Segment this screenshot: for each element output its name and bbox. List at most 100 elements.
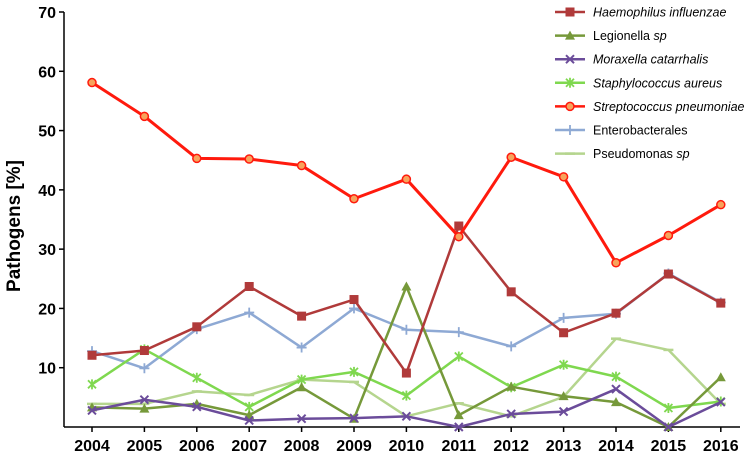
data-point — [558, 406, 569, 417]
data-point — [401, 411, 412, 422]
x-tick-label: 2010 — [389, 438, 425, 455]
data-point — [349, 194, 359, 204]
chart-legend: Haemophilus influenzae Legionella sp Morax… — [555, 6, 745, 161]
data-point — [506, 381, 517, 391]
legend-swatch-marker — [565, 54, 575, 64]
data-point — [296, 160, 307, 171]
x-tick-label: 2013 — [546, 438, 582, 455]
data-point — [139, 346, 149, 356]
legend-entry: Enterobacterales — [555, 124, 688, 138]
x-tick-label: 2008 — [284, 438, 320, 455]
legend-label: Enterobacterales — [593, 124, 688, 138]
series-layer — [87, 77, 726, 432]
data-point — [349, 413, 359, 423]
data-point — [192, 372, 202, 383]
y-tick-label: 10 — [38, 361, 56, 378]
series-haemophilus-influenzae — [87, 221, 726, 378]
legend-label: Streptococcus pneumoniae — [593, 100, 745, 114]
legend-swatch-marker — [565, 7, 575, 17]
x-tick-label: 2007 — [231, 438, 267, 455]
data-point — [296, 382, 307, 392]
legend-label: Legionella sp — [593, 29, 667, 43]
x-tick-label: 2009 — [336, 438, 372, 455]
y-tick-label: 40 — [38, 183, 56, 200]
x-tick-label: 2012 — [493, 438, 529, 455]
y-tick-label: 50 — [38, 124, 56, 141]
data-point — [716, 298, 726, 308]
data-point — [558, 312, 569, 323]
legend-label: Moraxella catarrhalis — [593, 53, 708, 67]
x-tick-label: 2016 — [703, 438, 739, 455]
series-moraxella-catarrhalis — [87, 384, 726, 432]
data-point — [663, 422, 674, 432]
legend-entry: Streptococcus pneumoniae — [555, 100, 745, 114]
data-point — [139, 403, 150, 413]
x-tick-label: 2004 — [74, 438, 110, 455]
data-point — [349, 295, 359, 305]
y-axis-title: Pathogens [%] — [4, 160, 25, 292]
legend-entry: Legionella sp — [555, 29, 667, 43]
data-point — [454, 422, 464, 432]
data-point — [506, 287, 516, 297]
series-line — [91, 224, 722, 375]
data-point — [506, 152, 516, 162]
data-point — [87, 77, 97, 88]
data-point — [558, 172, 569, 182]
data-point — [297, 311, 307, 321]
x-tick-label: 2005 — [127, 438, 163, 455]
legend-label: Haemophilus influenzae — [593, 6, 726, 20]
data-point — [401, 281, 412, 291]
data-point — [716, 199, 726, 210]
data-point — [244, 307, 255, 318]
data-point — [244, 415, 254, 426]
data-point — [663, 403, 674, 414]
data-point — [611, 384, 621, 394]
legend-entry: Pseudomonas sp — [555, 147, 690, 161]
data-point — [611, 308, 621, 318]
data-point — [558, 359, 569, 370]
x-tick-label: 2015 — [651, 438, 687, 455]
data-point — [611, 371, 621, 382]
x-tick-label: 2014 — [598, 438, 634, 455]
series-streptococcus-pneumoniae — [87, 77, 726, 268]
y-tick-label: 20 — [38, 301, 56, 318]
data-point — [663, 230, 674, 241]
data-point — [715, 372, 726, 382]
data-point — [349, 366, 359, 377]
data-point — [401, 324, 412, 335]
data-point — [558, 391, 569, 401]
data-point — [349, 303, 359, 314]
data-point — [139, 111, 150, 122]
y-tick-label: 70 — [38, 5, 56, 22]
data-point — [716, 397, 726, 407]
legend-label: Pseudomonas sp — [593, 147, 690, 161]
data-point — [401, 174, 412, 184]
data-point — [559, 328, 569, 338]
data-point — [663, 269, 673, 279]
data-point — [611, 258, 621, 268]
data-point — [87, 405, 97, 416]
legend-entry: Haemophilus influenzae — [555, 6, 726, 20]
data-point — [244, 281, 254, 291]
series-staphylococcus-aureus — [87, 344, 726, 414]
chart-axes: 10 20 30 40 50 60 70 2004 2005 2006 2007 2008 2009 20… — [38, 5, 740, 455]
legend-entry: Moraxella catarrhalis — [555, 53, 708, 67]
legend-swatch-marker — [565, 30, 575, 40]
data-point — [139, 395, 150, 405]
data-point — [192, 402, 202, 412]
data-point — [87, 379, 97, 390]
data-point — [296, 413, 307, 424]
data-point — [454, 231, 464, 242]
data-point — [401, 368, 411, 378]
data-point — [454, 221, 464, 231]
data-point — [453, 327, 464, 338]
data-point — [244, 154, 254, 164]
legend-swatch-marker — [565, 101, 575, 112]
data-point — [401, 390, 412, 401]
data-point — [506, 341, 517, 352]
data-point — [611, 397, 621, 407]
x-tick-label: 2006 — [179, 438, 215, 455]
y-tick-label: 60 — [38, 64, 56, 81]
legend-entry: Staphylococcus aureus — [555, 76, 722, 90]
